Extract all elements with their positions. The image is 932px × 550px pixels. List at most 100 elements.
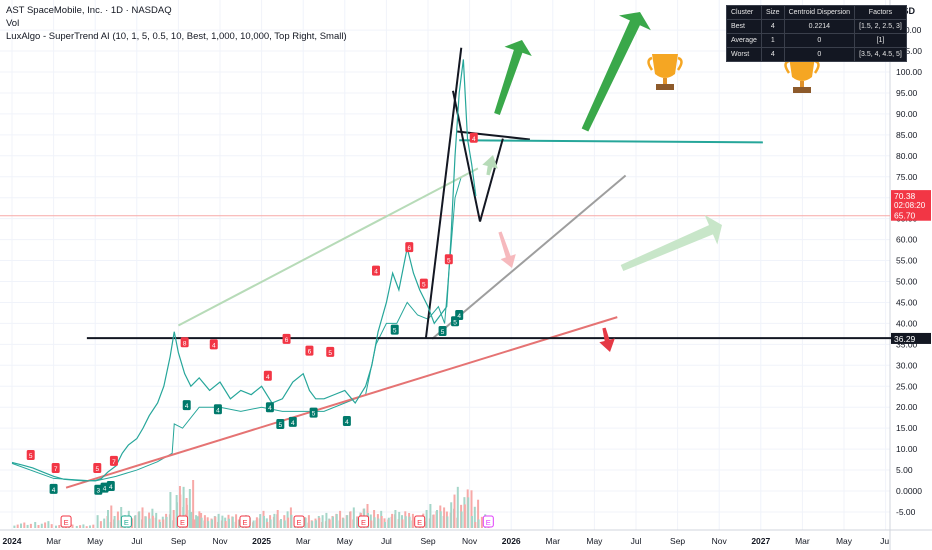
volume-bar (335, 514, 338, 528)
volume-bar (207, 521, 210, 528)
stats-header-cell: Cluster (726, 5, 762, 20)
sell-signal-marker (109, 455, 118, 466)
stats-header-row: Cluster Size Centroid Dispersion Factors (726, 5, 907, 20)
earnings-marker (293, 515, 305, 528)
y-tick-label: 35.00 (896, 339, 918, 349)
price-tag (891, 190, 931, 211)
up-arrow-icon (494, 40, 532, 115)
stats-cell: [3.5, 4, 4.5, 5] (854, 47, 907, 62)
volume-bar (380, 516, 383, 528)
volume-bar (318, 517, 321, 528)
volume-bar (193, 519, 196, 528)
volume-bar (99, 521, 102, 528)
x-tick-label: Sep (171, 536, 186, 546)
price-tag-label: 70.38 (894, 191, 916, 201)
sell-signal-marker (326, 346, 335, 357)
stats-cell: 0 (783, 33, 856, 48)
volume-bar (50, 524, 53, 528)
x-tick-label: 2026 (502, 536, 521, 546)
buy-signal-label: 5 (312, 411, 316, 418)
buy-signal-marker (265, 402, 274, 413)
sell-signal-label: 5 (29, 453, 33, 460)
volume-bar (162, 519, 165, 528)
stats-cell: 4 (760, 47, 785, 62)
volume-bar (110, 505, 113, 528)
trend-line (431, 174, 627, 340)
sell-signal-label: 6 (308, 349, 312, 356)
volume-bar (192, 480, 195, 528)
x-tick-label: Mar (46, 536, 61, 546)
buy-signal-marker (213, 404, 222, 415)
price-tag-label: 36.29 (894, 334, 916, 344)
volume-bar (453, 494, 456, 528)
stats-header-cell: Centroid Dispersion (783, 5, 856, 20)
volume-bar (470, 490, 473, 528)
volume-bar (40, 523, 43, 528)
volume-bar (411, 513, 414, 528)
volume-bar (255, 517, 258, 528)
y-tick-label: 20.00 (896, 402, 918, 412)
sell-signal-marker (444, 254, 453, 265)
volume-bar (144, 516, 147, 528)
volume-bar (311, 521, 314, 528)
trophy-icon-base (656, 84, 674, 90)
stats-row-average: Average 1 0 [1] (726, 33, 907, 48)
stats-header-cell: Factors (854, 5, 907, 20)
trend-line (479, 138, 504, 222)
indicator-label[interactable]: LuxAlgo - SuperTrend AI (10, 1, 5, 0.5, … (6, 31, 347, 42)
x-tick-label: Mar (545, 536, 560, 546)
sell-signal-marker (180, 337, 189, 348)
x-tick-label: Jul (381, 536, 392, 546)
volume-bar (191, 519, 194, 528)
up-arrow-icon (581, 12, 651, 132)
chart-legend: AST SpaceMobile, Inc. · 1D · NASDAQ Vol … (6, 4, 347, 43)
volume-bar (34, 522, 37, 528)
volume-bar (263, 516, 265, 528)
volume-bar (477, 519, 480, 528)
volume-bar (75, 525, 78, 528)
volume-bar (328, 519, 331, 528)
volume-bar (349, 511, 352, 528)
earnings-marker-label: E (124, 518, 129, 527)
volume-bar (190, 511, 193, 528)
sell-signal-marker (419, 278, 428, 289)
volume-bar (203, 515, 206, 528)
volume-bar (159, 522, 161, 528)
sell-signal-marker (26, 449, 35, 460)
buy-signal-marker (100, 482, 109, 493)
volume-bar (473, 506, 476, 528)
symbol-title[interactable]: AST SpaceMobile, Inc. · 1D · NASDAQ (6, 5, 172, 16)
x-tick-label: Mar (296, 536, 311, 546)
earnings-marker-label: E (486, 518, 491, 527)
y-tick-label: 15.00 (896, 423, 918, 433)
price-series-line (11, 59, 477, 482)
volume-bar (304, 517, 307, 528)
sell-signal-label: 4 (472, 136, 476, 143)
buy-signal-marker (94, 484, 103, 495)
stats-cell: Average (726, 33, 762, 48)
trend-line (177, 167, 479, 327)
volume-bar (456, 486, 459, 528)
volume-bar (20, 523, 22, 528)
volume-bar (185, 498, 188, 528)
sell-signal-label: 6 (407, 245, 411, 252)
volume-bar (471, 516, 473, 528)
x-tick-label: May (586, 536, 603, 546)
x-tick-label: Nov (712, 536, 728, 546)
volume-bar (85, 526, 88, 528)
volume-bar (429, 504, 432, 528)
volume-bar (370, 520, 373, 528)
volume-label[interactable]: Vol (6, 18, 20, 29)
volume-bar (252, 520, 255, 528)
price-tag (891, 332, 931, 344)
volume-bar (404, 516, 407, 528)
volume-bar (82, 524, 85, 528)
buy-signal-marker (342, 416, 351, 427)
buy-signal-marker (106, 480, 115, 491)
sell-signal-label: 6 (285, 337, 289, 344)
sell-signal-label: 4 (212, 342, 216, 349)
volume-bar (188, 489, 191, 528)
volume-bar (266, 522, 269, 528)
y-tick-label: 30.00 (896, 360, 918, 370)
